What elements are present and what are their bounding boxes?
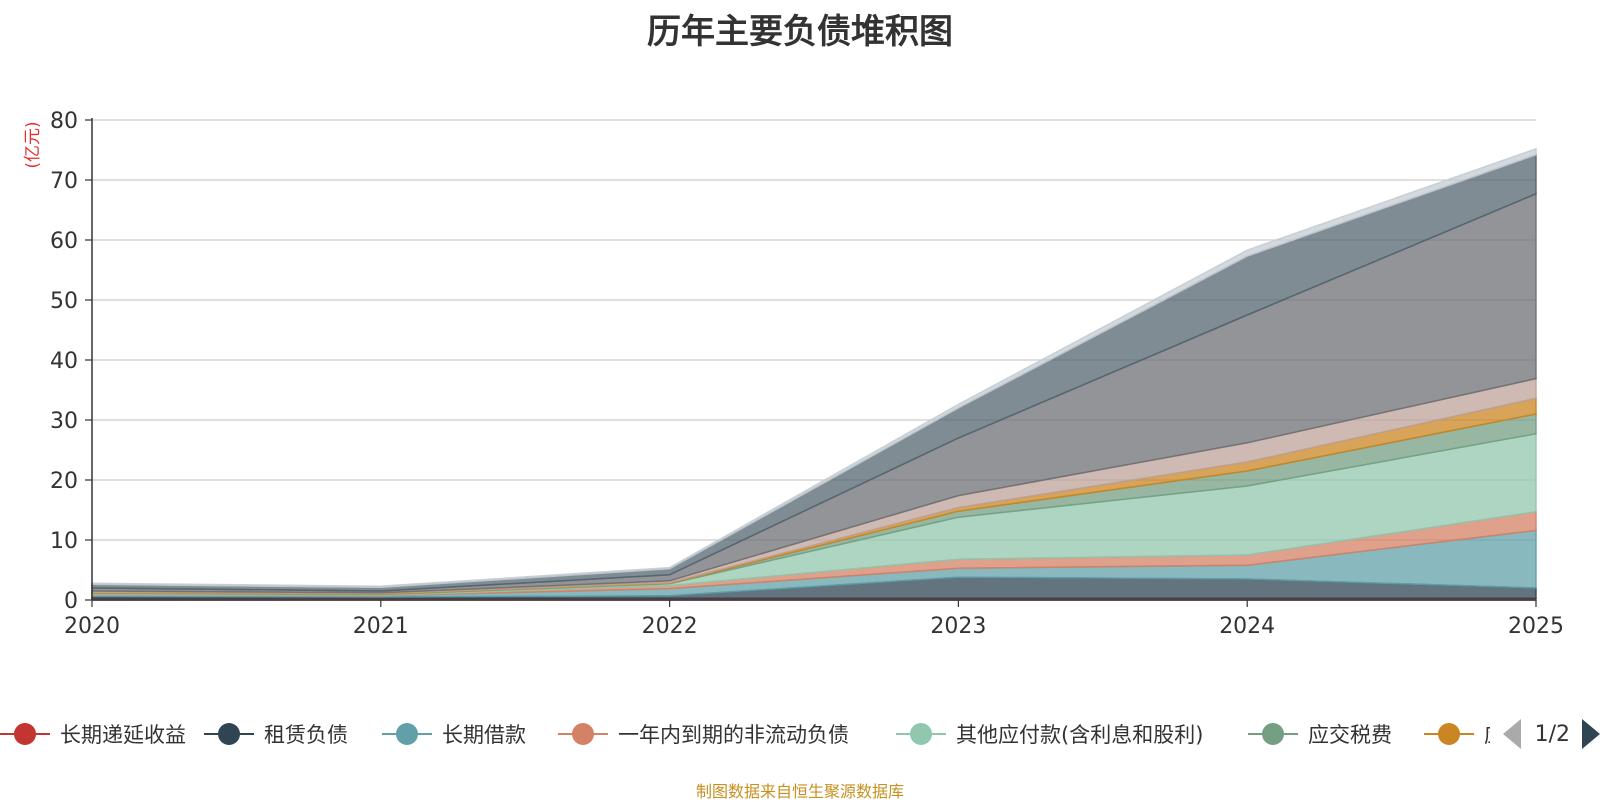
legend-item[interactable]: 其他应付款(含利息和股利)	[896, 712, 1203, 756]
x-tick-label: 2023	[930, 614, 986, 639]
legend-next-page-icon[interactable]	[1582, 719, 1600, 749]
y-tick-label: 50	[50, 289, 78, 314]
legend-pager: 1/2	[1490, 712, 1600, 756]
source-note: 制图数据来自恒生聚源数据库	[695, 782, 904, 801]
legend-item[interactable]: 一年内到期的非流动负债	[558, 712, 849, 756]
x-tick-label: 2024	[1219, 614, 1275, 639]
x-tick-label: 2020	[64, 614, 120, 639]
legend-marker-icon	[558, 712, 608, 756]
y-axis-unit-label: (亿元)	[23, 121, 43, 168]
legend-item[interactable]: 应交税费	[1248, 712, 1392, 756]
y-tick-label: 10	[50, 529, 78, 554]
legend-marker-icon	[204, 712, 254, 756]
y-tick-label: 60	[50, 229, 78, 254]
area-series-11	[91, 147, 1537, 589]
y-tick-label: 70	[50, 169, 78, 194]
legend-label: 长期递延收益	[60, 723, 186, 747]
legend-marker-icon	[896, 712, 946, 756]
x-tick-label: 2021	[353, 614, 409, 639]
legend-page-indicator: 1/2	[1534, 721, 1570, 747]
y-tick-label: 80	[50, 109, 78, 134]
y-tick-label: 0	[64, 589, 78, 614]
legend-marker-icon	[1248, 712, 1298, 756]
x-tick-label: 2025	[1508, 614, 1564, 639]
legend-marker-icon	[382, 712, 432, 756]
legend-item[interactable]: 长期借款	[382, 712, 526, 756]
legend-label: 长期借款	[442, 723, 526, 747]
x-tick-label: 2022	[642, 614, 698, 639]
y-tick-label: 40	[50, 349, 78, 374]
legend-label: 一年内到期的非流动负债	[618, 723, 849, 747]
legend-marker-icon	[1424, 712, 1474, 756]
legend-label: 应交税费	[1308, 723, 1392, 747]
legend-label: 租赁负债	[264, 723, 348, 747]
legend-label: 其他应付款(含利息和股利)	[956, 723, 1204, 747]
legend-item[interactable]: 租赁负债	[204, 712, 348, 756]
legend-item[interactable]: 长期递延收益	[0, 712, 186, 756]
chart-title: 历年主要负债堆积图	[647, 12, 953, 52]
y-tick-label: 20	[50, 469, 78, 494]
legend-marker-icon	[0, 712, 50, 756]
legend-prev-page-icon[interactable]	[1502, 719, 1521, 749]
y-tick-label: 30	[50, 409, 78, 434]
chart-legend: 长期递延收益 租赁负债 长期借款 一年内到期的非流动负债 其他应付款(含利息和股利) 应交…	[0, 712, 1600, 756]
